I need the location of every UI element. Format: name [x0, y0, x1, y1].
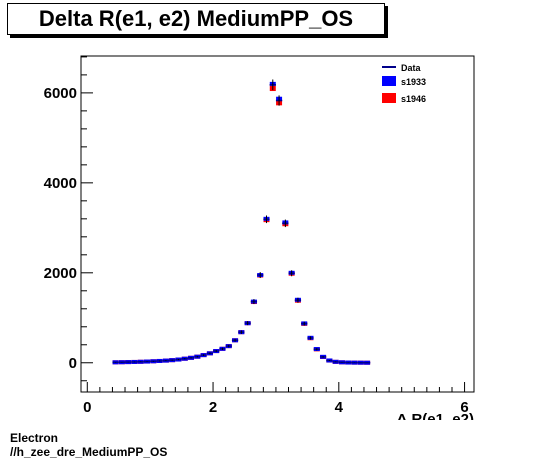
chart-title: Delta R(e1, e2) MediumPP_OS: [38, 6, 354, 31]
legend-label: Data: [401, 63, 422, 73]
footer-line-1: Electron: [10, 431, 59, 445]
y-tick-label: 2000: [44, 265, 77, 282]
x-tick-label: 2: [209, 399, 217, 416]
legend-label: s1933: [401, 77, 426, 87]
y-tick-label: 0: [69, 355, 77, 372]
x-axis-label: Δ R(e1, e2): [397, 411, 474, 420]
plot-area: 0 2 4 6 0 2000 4000 6000 Δ R(e1, e2) Data s1933 s19…: [44, 55, 475, 420]
title-box: Delta R(e1, e2) MediumPP_OS: [7, 3, 385, 35]
x-tick-label: 4: [335, 399, 344, 416]
legend-s1933-swatch: [382, 76, 396, 86]
y-tick-label: 6000: [44, 85, 77, 102]
footer-line-2: //h_zee_dre_MediumPP_OS: [10, 445, 168, 459]
y-tick-label: 4000: [44, 175, 77, 192]
legend-label: s1946: [401, 94, 426, 104]
x-tick-label: 6: [460, 399, 468, 416]
plot-frame: [80, 55, 475, 393]
legend-s1946-swatch: [382, 93, 396, 103]
x-tick-label: 0: [83, 399, 91, 416]
